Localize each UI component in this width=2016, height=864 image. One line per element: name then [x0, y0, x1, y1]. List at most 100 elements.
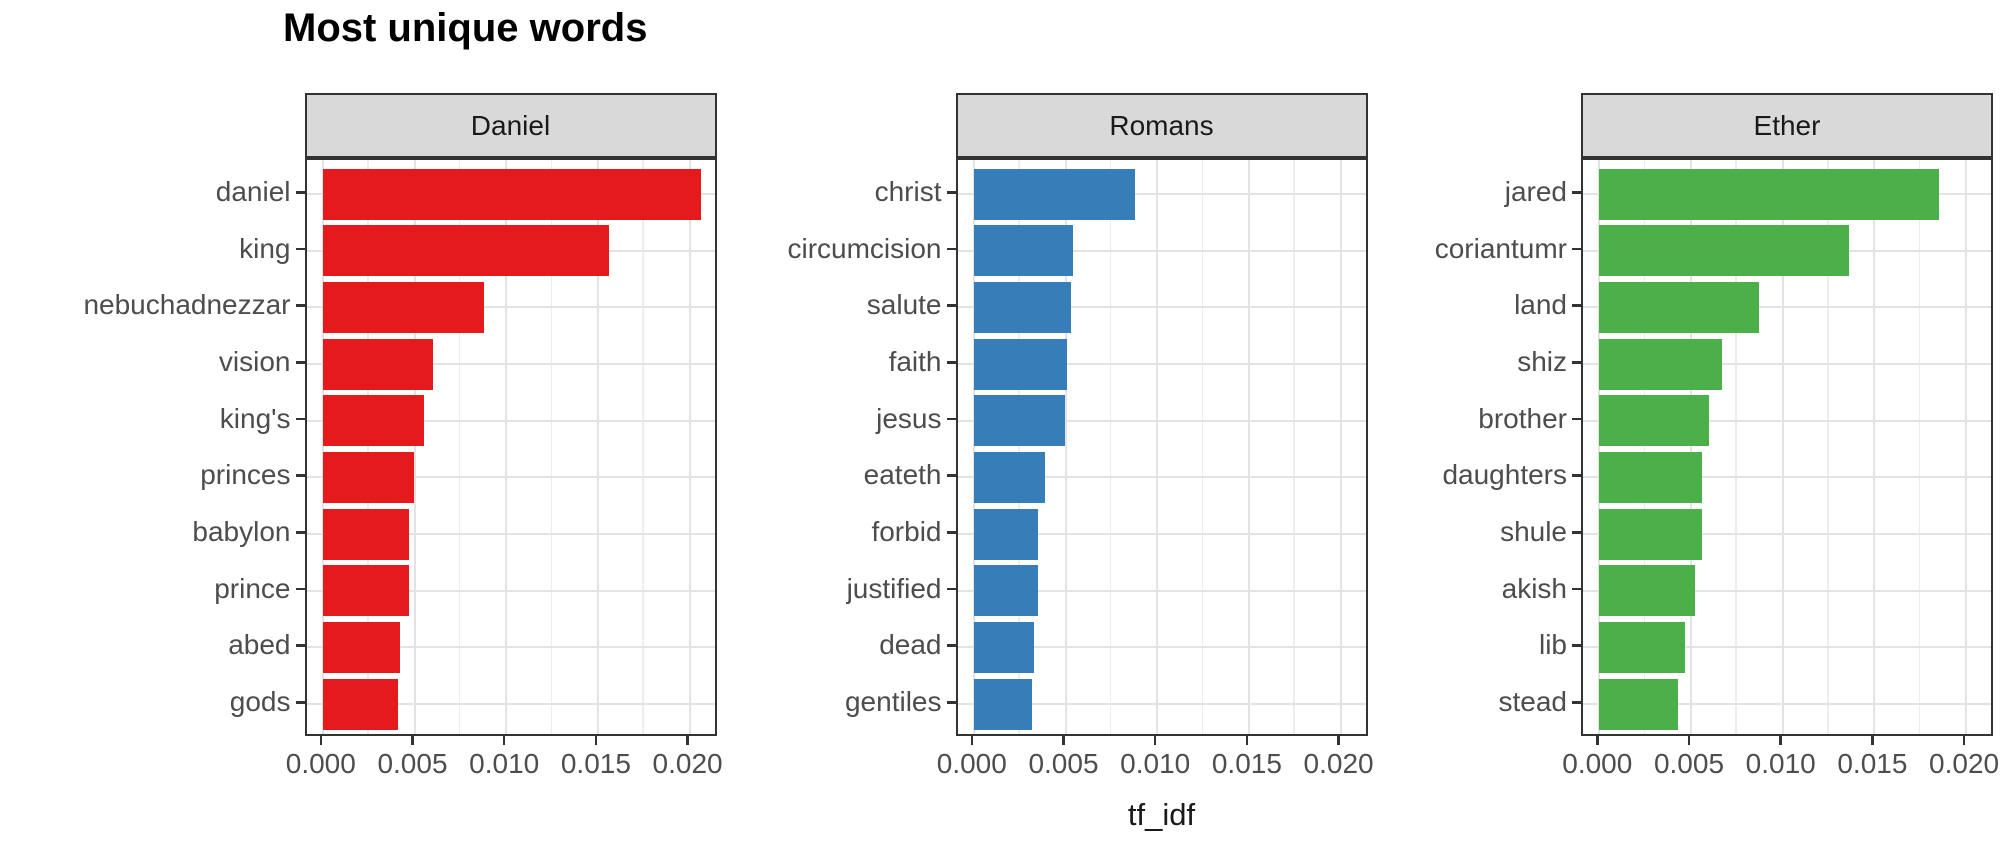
y-axis-label: jesus	[876, 402, 942, 434]
x-tick-label: 0.010	[1120, 748, 1191, 779]
y-axis-label: lib	[1538, 629, 1567, 661]
x-tick-label: 0.005	[1653, 748, 1725, 779]
y-axis-label: brother	[1478, 402, 1567, 434]
bar	[1599, 338, 1723, 390]
y-tick-mark	[946, 531, 956, 534]
gridline-minor	[1201, 160, 1204, 734]
gridline-major	[306, 646, 715, 649]
bar	[973, 451, 1046, 503]
gridline-major	[957, 363, 1366, 365]
x-tick-mark	[686, 736, 689, 745]
x-tick-mark	[1337, 736, 1340, 745]
facet-strip-label: Romans	[1109, 109, 1214, 141]
y-tick-mark	[1572, 247, 1581, 251]
gridline-major	[957, 193, 1366, 195]
y-tick-mark	[1572, 701, 1581, 704]
y-axis-label: salute	[866, 289, 942, 321]
y-axis-label: circumcision	[787, 232, 942, 264]
bar	[1599, 168, 1939, 220]
bar	[1599, 451, 1702, 503]
gridline-major	[1781, 160, 1784, 734]
y-axis-label: justified	[846, 572, 942, 604]
gridline-major	[972, 160, 975, 734]
bar	[1599, 565, 1695, 617]
y-tick-mark	[946, 417, 956, 421]
x-tick-mark	[970, 736, 974, 745]
x-tick-mark	[1871, 736, 1874, 745]
x-tick-mark	[1596, 736, 1599, 745]
facet-strip-label: Ether	[1753, 109, 1821, 141]
gridline-major	[306, 306, 715, 309]
gridline-major	[413, 160, 416, 734]
gridline-major	[1583, 306, 1991, 309]
y-axis-label: abed	[228, 629, 291, 661]
y-tick-mark	[1572, 644, 1581, 647]
y-axis-label: king's	[219, 402, 291, 434]
facet-panel	[304, 158, 717, 736]
gridline-minor	[1827, 160, 1829, 734]
gridline-major	[1583, 703, 1991, 706]
gridline-minor	[367, 160, 369, 734]
bar	[322, 225, 609, 277]
y-axis-label: daniel	[215, 176, 291, 207]
gridline-minor	[1643, 160, 1646, 734]
gridline-major	[957, 306, 1366, 309]
x-tick-label: 0.010	[1745, 748, 1816, 779]
gridline-major	[957, 533, 1366, 536]
gridline-major	[1583, 589, 1991, 592]
y-axis-label: king	[239, 232, 291, 264]
gridline-minor	[1918, 160, 1921, 734]
bar	[1599, 395, 1710, 447]
y-tick-mark	[946, 587, 956, 591]
y-axis-label: princes	[200, 459, 291, 491]
gridline-major	[306, 703, 715, 706]
y-tick-mark	[295, 701, 305, 704]
y-tick-mark	[295, 304, 305, 307]
x-tick-mark	[594, 736, 598, 745]
bar	[973, 678, 1033, 730]
y-axis-label: land	[1514, 289, 1567, 321]
y-axis-label: gentiles	[844, 686, 942, 718]
gridline-major	[957, 646, 1366, 649]
y-axis-label: prince	[214, 572, 291, 604]
gridline-minor	[642, 160, 644, 734]
y-tick-mark	[295, 417, 305, 421]
gridline-major	[321, 160, 324, 734]
x-tick-mark	[319, 736, 323, 745]
facet-strip: Romans	[955, 93, 1368, 158]
y-tick-mark	[946, 474, 956, 477]
y-axis-label: coriantumr	[1434, 232, 1567, 264]
bar	[973, 338, 1068, 390]
gridline-major	[957, 589, 1366, 592]
y-axis-label: jared	[1504, 176, 1567, 207]
y-tick-mark	[295, 474, 305, 477]
plot-title: Most unique words	[283, 6, 648, 50]
x-tick-label: 0.015	[560, 748, 631, 779]
bar	[973, 565, 1038, 617]
gridline-major	[1598, 160, 1601, 734]
facet-panel	[1581, 158, 1993, 736]
y-axis-label: daughters	[1442, 459, 1567, 491]
x-tick-mark	[1245, 736, 1249, 745]
y-tick-mark	[295, 531, 305, 534]
x-tick-mark	[502, 736, 506, 745]
gridline-major	[1583, 419, 1991, 422]
y-axis-label: dead	[879, 629, 942, 661]
y-tick-mark	[1572, 474, 1581, 477]
y-tick-mark	[295, 191, 305, 194]
gridline-major	[1583, 533, 1991, 536]
bar	[322, 168, 701, 220]
y-tick-mark	[295, 587, 305, 591]
y-tick-mark	[295, 247, 305, 251]
x-tick-label: 0.000	[936, 748, 1007, 779]
y-tick-mark	[1572, 531, 1581, 534]
gridline-major	[957, 249, 1366, 252]
gridline-major	[1583, 646, 1991, 649]
gridline-minor	[458, 160, 461, 734]
y-axis-label: gods	[229, 686, 291, 718]
x-axis-title: tf_idf	[1127, 797, 1196, 832]
gridline-major	[306, 363, 715, 365]
x-tick-label: 0.020	[1303, 748, 1374, 779]
facet-strip: Daniel	[304, 93, 717, 158]
bar	[322, 395, 424, 447]
